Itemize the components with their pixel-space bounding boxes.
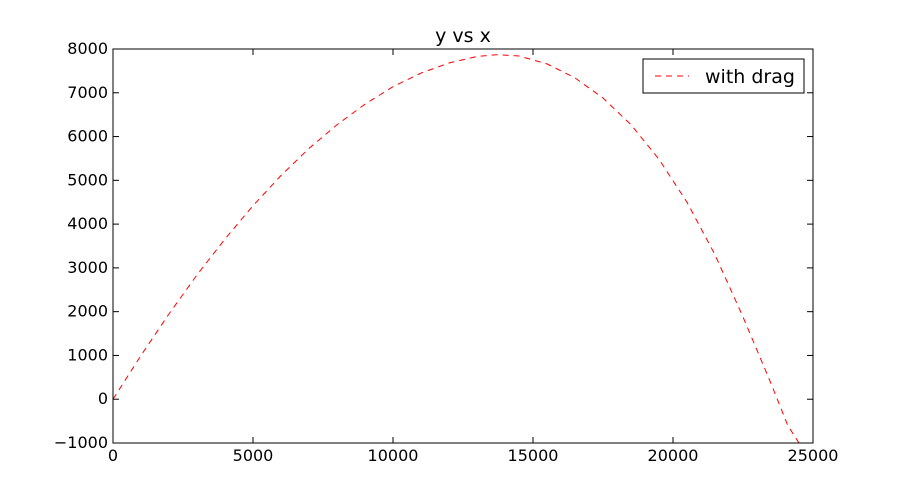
x-tick-label: 5000 bbox=[233, 446, 274, 465]
y-tick-label: 5000 bbox=[67, 170, 108, 189]
series-line-with-drag bbox=[113, 54, 800, 443]
x-tick-label: 15000 bbox=[508, 446, 559, 465]
y-tick-label: 8000 bbox=[67, 39, 108, 58]
y-axis: −1000 0 1000 2000 3000 4000 5000 6000 7000 8000 bbox=[54, 39, 813, 452]
legend: with drag bbox=[642, 58, 805, 94]
y-tick-label: 3000 bbox=[67, 258, 108, 277]
legend-label: with drag bbox=[705, 66, 795, 88]
y-tick-label: 0 bbox=[98, 389, 108, 408]
y-tick-label: 4000 bbox=[67, 214, 108, 233]
x-tick-label: 0 bbox=[108, 446, 118, 465]
y-tick-label: 7000 bbox=[67, 83, 108, 102]
chart-title: y vs x bbox=[435, 25, 491, 47]
y-tick-label: 2000 bbox=[67, 302, 108, 321]
x-tick-label: 10000 bbox=[368, 446, 419, 465]
y-tick-label: 6000 bbox=[67, 127, 108, 146]
x-axis: 0 5000 10000 15000 20000 25000 bbox=[108, 49, 839, 465]
y-tick-label: −1000 bbox=[54, 433, 108, 452]
plot-area bbox=[113, 54, 800, 443]
x-tick-label: 20000 bbox=[648, 446, 699, 465]
x-tick-label: 25000 bbox=[788, 446, 839, 465]
y-tick-label: 1000 bbox=[67, 345, 108, 364]
axes-frame bbox=[112, 48, 814, 444]
